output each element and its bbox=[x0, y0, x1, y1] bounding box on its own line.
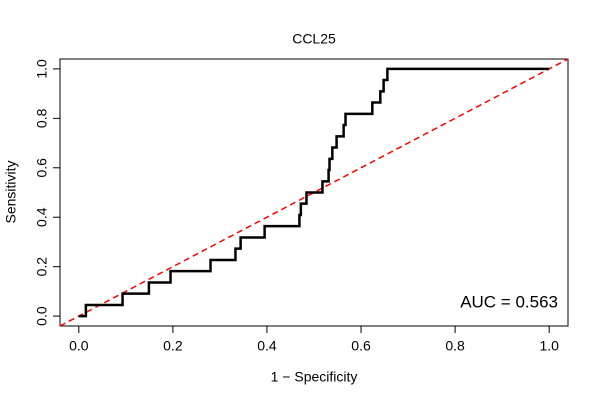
y-tick-label: 0.0 bbox=[34, 306, 50, 326]
y-tick-label: 0.2 bbox=[34, 257, 50, 277]
x-axis-label: 1 − Specificity bbox=[271, 369, 358, 385]
y-axis-label: Sensitivity bbox=[3, 160, 19, 223]
x-tick-label: 1.0 bbox=[539, 338, 559, 354]
roc-curve bbox=[78, 67, 550, 318]
y-tick-label: 0.8 bbox=[34, 108, 50, 128]
y-tick-label: 0.4 bbox=[34, 207, 50, 227]
x-tick-label: 0.2 bbox=[163, 338, 183, 354]
x-tick-label: 0.6 bbox=[351, 338, 371, 354]
chart-title: CCL25 bbox=[292, 31, 336, 47]
auc-annotation: AUC = 0.563 bbox=[460, 292, 558, 311]
reference-line bbox=[59, 58, 569, 327]
x-tick-label: 0.0 bbox=[69, 338, 89, 354]
y-tick-label: 0.6 bbox=[34, 158, 50, 178]
x-tick-label: 0.4 bbox=[257, 338, 277, 354]
y-tick-label: 1.0 bbox=[34, 59, 50, 79]
x-tick-label: 0.8 bbox=[445, 338, 465, 354]
